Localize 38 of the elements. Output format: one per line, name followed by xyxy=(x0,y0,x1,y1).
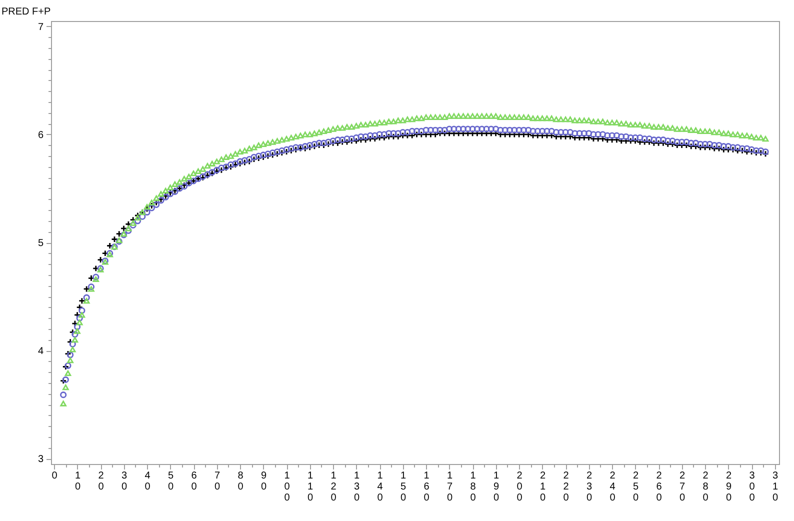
x-tick-label: 7 0 xyxy=(214,470,220,492)
x-tick-label: 2 5 0 xyxy=(633,470,640,504)
x-tick-label: 1 1 0 xyxy=(308,470,314,504)
x-tick-label: 1 5 0 xyxy=(400,470,407,504)
x-tick-label: 2 4 0 xyxy=(610,470,616,504)
x-tick-label: 0 xyxy=(52,470,58,482)
x-tick-label: 1 9 0 xyxy=(494,470,500,504)
x-tick-label: 2 0 xyxy=(98,470,104,492)
x-tick-label: 3 0 xyxy=(121,470,128,492)
x-tick-label: 1 2 0 xyxy=(330,470,337,504)
x-tick-label: 8 0 xyxy=(238,470,244,492)
x-tick-label: 2 1 0 xyxy=(540,470,546,504)
x-tick-label: 1 6 0 xyxy=(424,470,430,504)
x-tick-label: 2 7 0 xyxy=(680,470,686,504)
x-tick-label: 6 0 xyxy=(191,470,198,492)
x-tick-label: 1 7 0 xyxy=(447,470,454,504)
x-tick-label: 1 0 xyxy=(74,470,81,492)
y-tick-label: 6 xyxy=(38,130,44,141)
x-tick-label: 1 0 0 xyxy=(284,470,290,504)
y-axis-title: PRED F+P xyxy=(2,6,52,18)
x-tick-label: 4 0 xyxy=(144,470,151,492)
x-tick-label: 9 0 xyxy=(261,470,268,492)
y-tick-label: 4 xyxy=(38,346,44,358)
x-tick-label: 2 9 0 xyxy=(726,470,732,504)
x-tick-label: 5 0 xyxy=(168,470,174,492)
x-tick-label: 2 0 0 xyxy=(516,470,523,504)
x-tick-label: 3 1 0 xyxy=(772,470,779,504)
x-tick-label: 2 2 0 xyxy=(563,470,570,504)
y-tick-label: 5 xyxy=(38,238,44,249)
x-tick-label: 2 8 0 xyxy=(702,470,709,504)
x-tick-label: 1 8 0 xyxy=(470,470,476,504)
x-tick-label: 2 6 0 xyxy=(656,470,662,504)
y-tick-label: 7 xyxy=(38,22,44,33)
x-tick-label: 2 3 0 xyxy=(586,470,593,504)
x-tick-label: 3 0 0 xyxy=(749,470,756,504)
x-tick-label: 1 4 0 xyxy=(377,470,384,504)
x-tick-label: 1 3 0 xyxy=(354,470,360,504)
y-tick-label: 3 xyxy=(38,454,44,466)
